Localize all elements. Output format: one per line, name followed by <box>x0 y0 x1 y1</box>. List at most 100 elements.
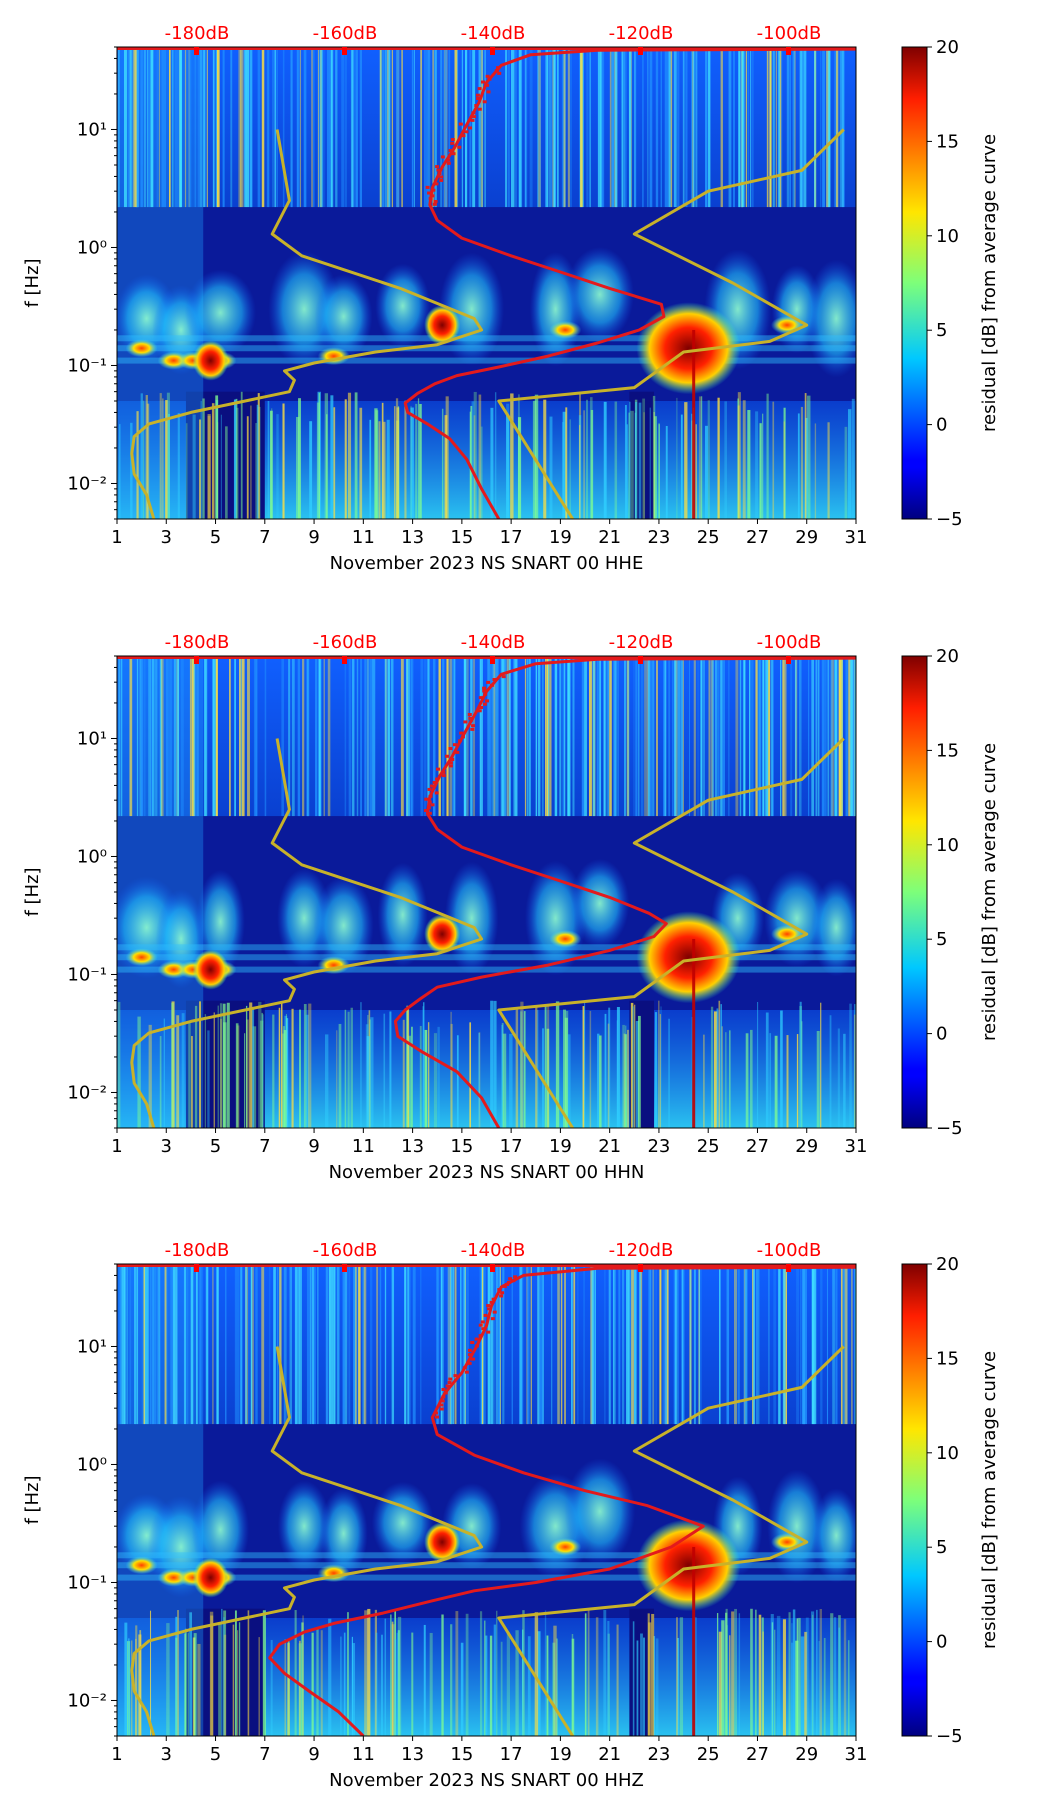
hf-streak <box>520 1264 524 1425</box>
power-jitter <box>457 145 462 149</box>
lf-streak <box>202 398 205 519</box>
hf-streak <box>592 1264 596 1425</box>
power-jitter <box>450 138 455 142</box>
hf-streak <box>647 47 649 208</box>
hf-streak <box>659 1264 662 1425</box>
hf-streak <box>481 1264 484 1425</box>
hf-streak <box>282 47 285 208</box>
lf-streak <box>766 393 769 519</box>
lf-streak <box>473 415 476 519</box>
lf-streak <box>135 1638 137 1736</box>
power-jitter <box>424 797 429 801</box>
energy-band <box>117 954 856 961</box>
colorbar-tick-label: 0 <box>936 1024 947 1045</box>
power-jitter <box>481 80 486 84</box>
colorbar-tick-label: −5 <box>936 1726 963 1747</box>
power-jitter <box>474 104 479 108</box>
hf-streak <box>136 656 139 817</box>
power-jitter <box>452 743 457 747</box>
lf-streak <box>200 401 202 519</box>
hf-streak <box>336 1264 339 1425</box>
hf-streak <box>234 656 236 817</box>
hf-streak <box>631 1264 634 1425</box>
power-jitter <box>440 1399 445 1403</box>
lf-streak <box>799 1001 802 1128</box>
hf-streak <box>789 47 791 208</box>
hf-streak <box>670 47 673 208</box>
hf-streak <box>504 656 507 817</box>
lf-streak <box>534 394 539 519</box>
top-power-line <box>117 1264 856 1267</box>
lf-streak <box>624 405 627 519</box>
lf-streak <box>774 1035 778 1128</box>
hf-streak <box>170 1264 173 1425</box>
hf-streak <box>693 1264 696 1425</box>
hf-streak <box>420 656 424 817</box>
hf-streak <box>146 1264 149 1425</box>
lf-streak <box>571 1638 575 1736</box>
lf-streak <box>721 1026 723 1128</box>
lf-streak <box>493 1624 497 1736</box>
hf-streak <box>391 47 394 208</box>
hf-streak <box>682 47 685 208</box>
lf-streak <box>520 1001 524 1128</box>
lf-streak <box>278 1007 281 1128</box>
lf-streak <box>843 1619 847 1736</box>
lf-streak <box>124 1622 128 1736</box>
lf-streak <box>771 1622 774 1736</box>
lf-streak <box>191 1036 193 1128</box>
hf-streak <box>794 47 796 208</box>
hf-streak <box>318 656 321 817</box>
hf-streak <box>379 47 382 208</box>
hf-streak <box>424 47 426 208</box>
hf-streak <box>719 1264 721 1425</box>
power-jitter <box>492 1310 497 1314</box>
lf-streak <box>501 1024 503 1128</box>
x-tick-label: 1 <box>111 1744 122 1765</box>
hf-streak <box>463 656 467 817</box>
warm-spot <box>549 929 582 948</box>
power-jitter <box>482 100 487 104</box>
lf-streak <box>786 1035 789 1128</box>
lf-streak <box>626 424 628 519</box>
colorbar-tick-label: 10 <box>936 835 959 856</box>
hf-streak <box>608 1264 611 1425</box>
lf-streak <box>390 1614 392 1736</box>
colorbar: 20 15 10 5 0 −5 residual [dB] from average cur… <box>901 646 1000 1139</box>
hf-streak <box>364 656 367 817</box>
power-jitter <box>479 705 484 709</box>
power-jitter <box>500 1291 505 1295</box>
lf-streak <box>370 1017 374 1128</box>
hf-streak <box>450 1264 453 1425</box>
lf-streak <box>298 1643 302 1736</box>
hf-streak <box>127 47 130 208</box>
hf-streak <box>597 47 601 208</box>
hf-streak <box>561 47 565 208</box>
hf-streak <box>274 47 277 208</box>
lf-streak <box>316 1629 319 1736</box>
colorbar-tick-label: 0 <box>936 1632 947 1653</box>
hf-streak <box>782 656 784 817</box>
hf-streak <box>524 656 527 817</box>
energy-band <box>117 1552 856 1559</box>
hf-streak <box>609 47 612 208</box>
top-db-label: -100dB <box>757 632 822 653</box>
lf-streak <box>450 1624 453 1736</box>
lf-streak <box>320 1630 323 1736</box>
lf-streak <box>211 403 215 519</box>
top-db-label: -160dB <box>313 632 378 653</box>
energy-band <box>117 944 856 951</box>
hf-streak <box>326 47 330 208</box>
lf-streak <box>796 1034 799 1128</box>
lf-streak <box>805 1617 809 1736</box>
top-db-label: -120dB <box>609 632 674 653</box>
hot-spot <box>636 302 741 395</box>
lf-streak <box>597 1033 600 1128</box>
power-jitter <box>440 155 445 159</box>
hf-streak <box>693 656 696 817</box>
top-db-label: -180dB <box>165 632 230 653</box>
lf-streak <box>629 401 631 519</box>
hf-streak <box>537 656 541 817</box>
lf-streak <box>659 1014 661 1128</box>
